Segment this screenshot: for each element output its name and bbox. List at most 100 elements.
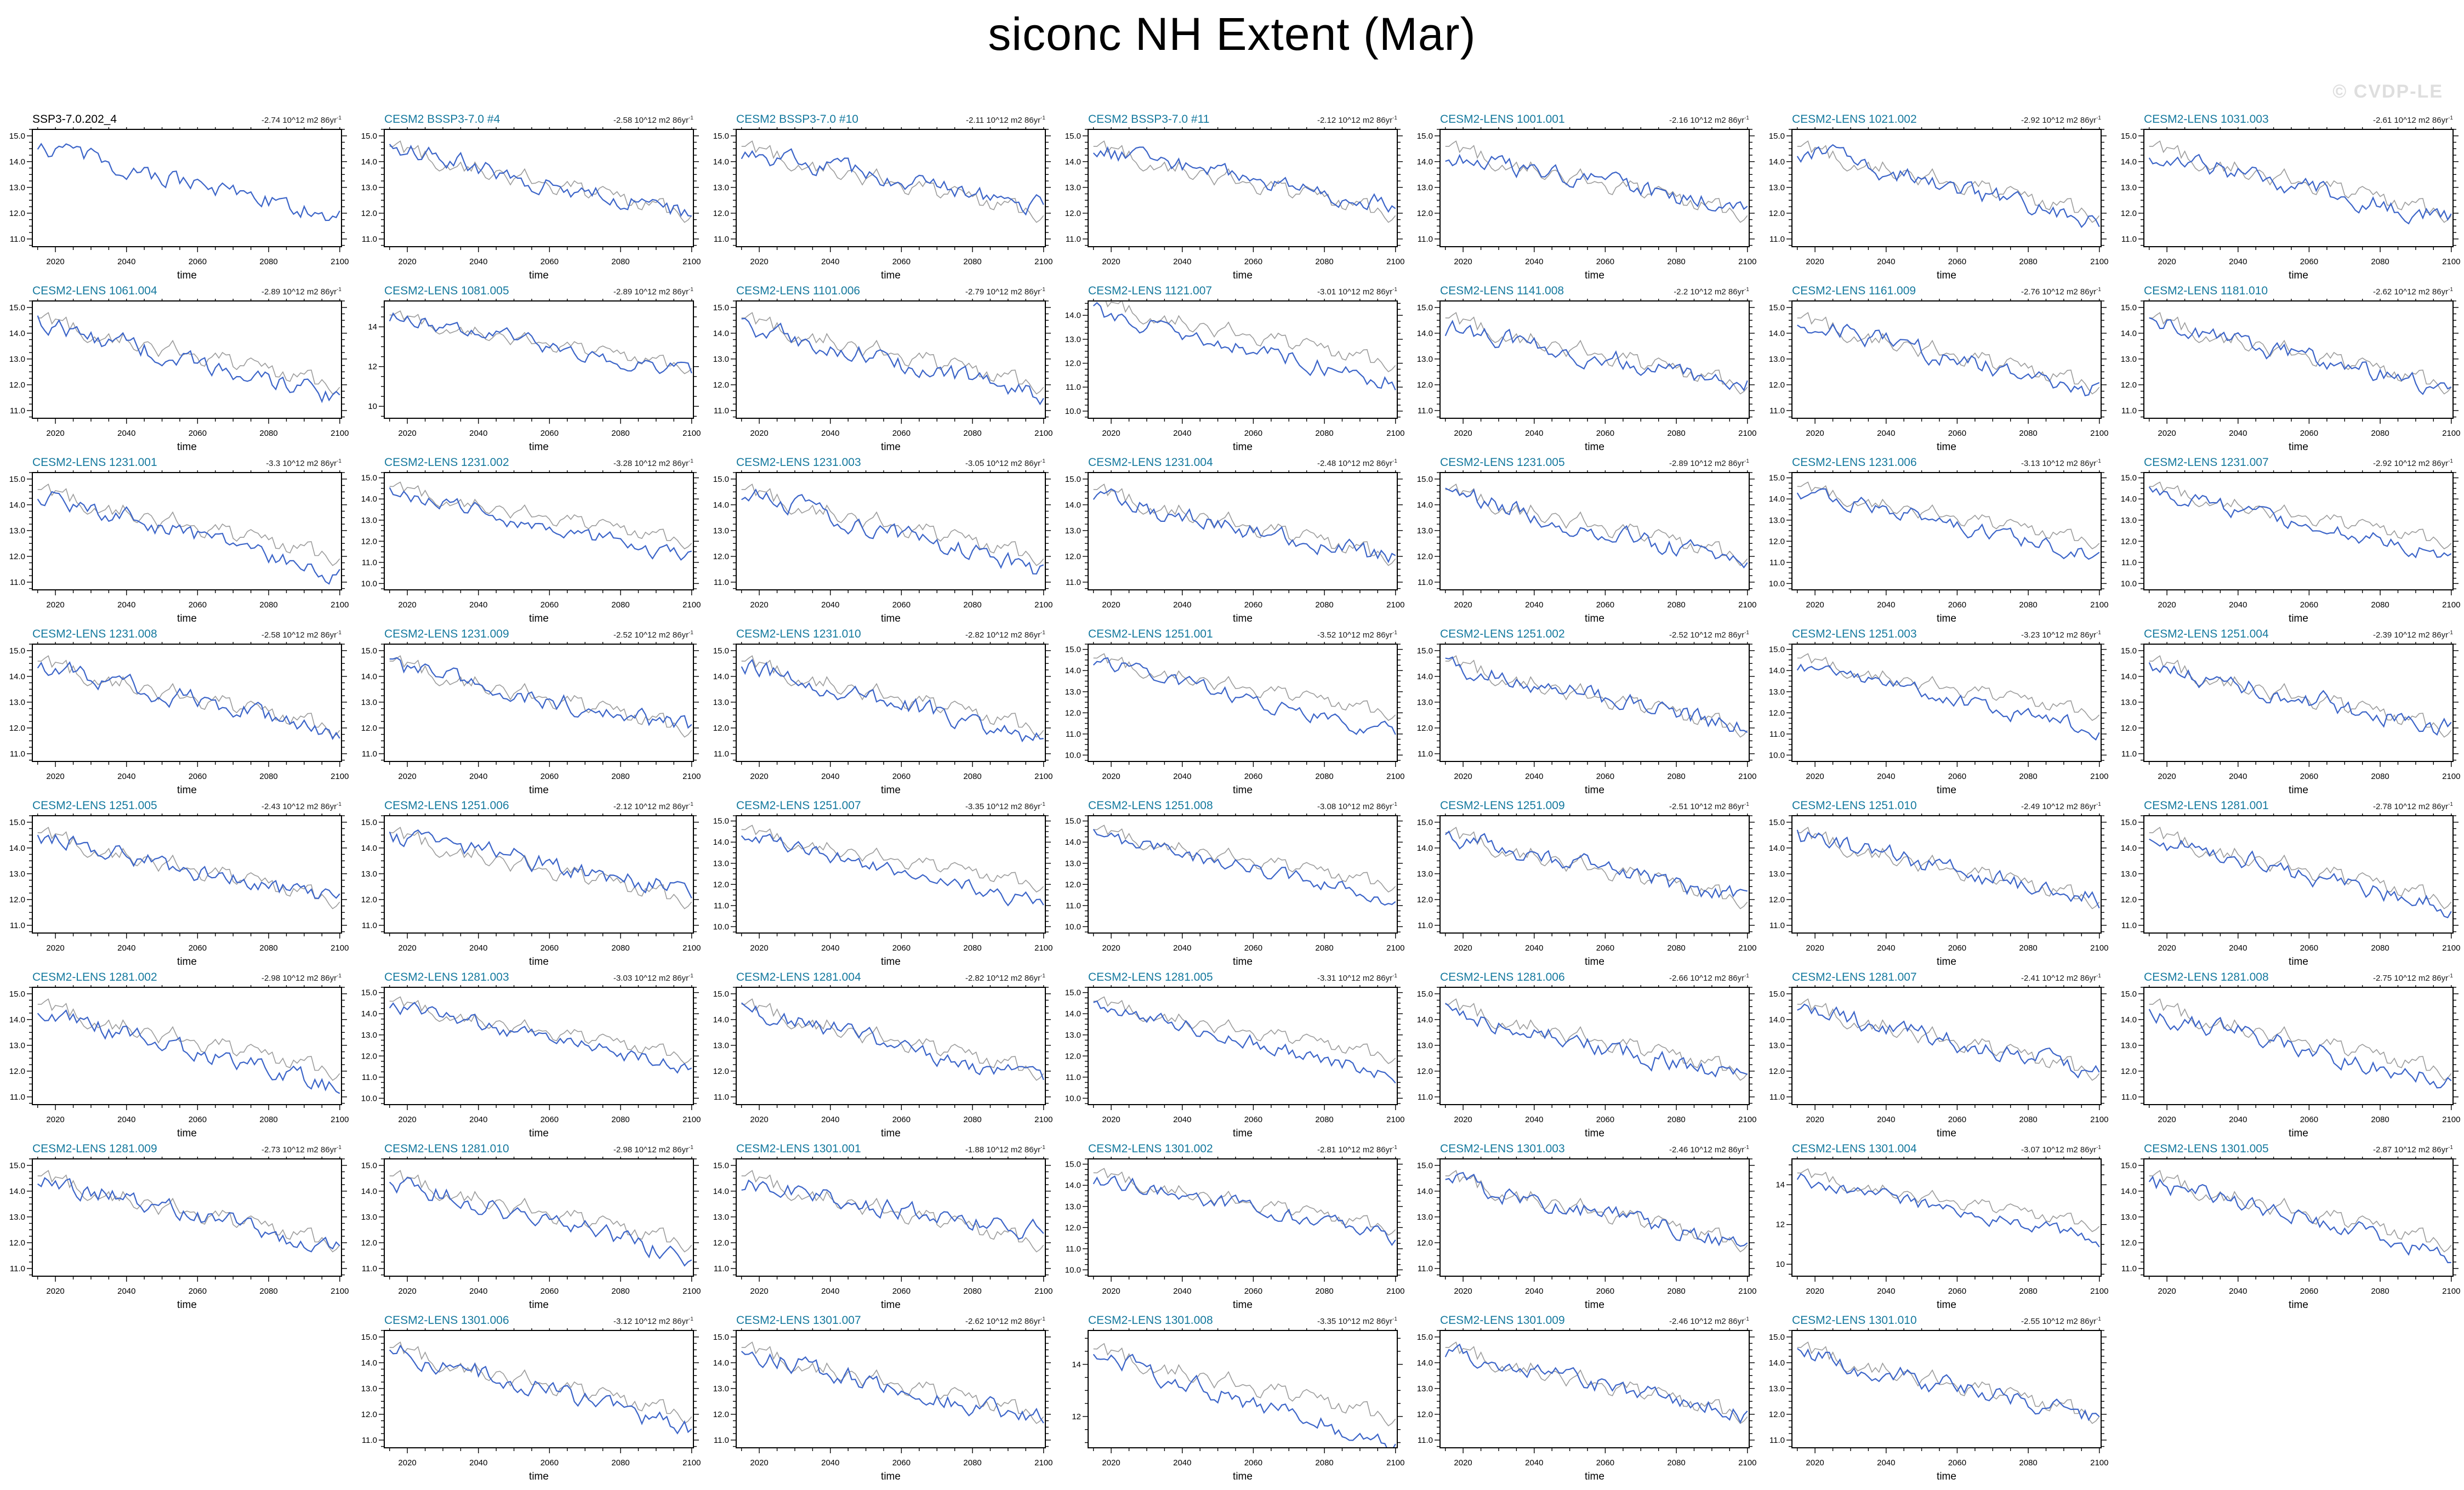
svg-text:2060: 2060 <box>2300 600 2318 610</box>
svg-text:2060: 2060 <box>1948 772 1966 781</box>
svg-text:13.0: 13.0 <box>713 698 729 707</box>
svg-text:2020: 2020 <box>2158 600 2176 610</box>
svg-text:15.0: 15.0 <box>713 475 729 484</box>
svg-text:12.0: 12.0 <box>713 1067 729 1076</box>
svg-text:2100: 2100 <box>1386 772 1404 781</box>
svg-text:14.0: 14.0 <box>1417 672 1433 681</box>
panel-plot: 2020 2040 2060 2080 2100 15.0 14.0 13.0 12.0 11.0… <box>1417 642 1756 795</box>
svg-text:time: time <box>1585 1299 1604 1310</box>
chart-panel-CESM2-LENS-1101-006: CESM2-LENS 1101.006 -2.79 10^12 m2 86yr-… <box>704 281 1056 453</box>
panel-plot: 2020 2040 2060 2080 2100 15.0 14.0 13.0 12.0 11.0… <box>1417 814 1756 967</box>
svg-text:2020: 2020 <box>2158 429 2176 438</box>
svg-text:2060: 2060 <box>540 600 559 610</box>
svg-text:2100: 2100 <box>1386 1458 1404 1468</box>
svg-text:2040: 2040 <box>469 1458 487 1468</box>
svg-text:13.0: 13.0 <box>9 355 25 364</box>
panel-plot: 2020 2040 2060 2080 2100 15.0 14.0 13.0 12.0 11.0… <box>2121 814 2460 967</box>
chart-panel-CESM2-LENS-1281-003: CESM2-LENS 1281.003 -3.03 10^12 m2 86yr-… <box>352 968 704 1139</box>
svg-text:2080: 2080 <box>1667 1115 1685 1124</box>
svg-text:2040: 2040 <box>821 1115 839 1124</box>
svg-text:2020: 2020 <box>398 257 416 266</box>
svg-text:2020: 2020 <box>750 1115 768 1124</box>
svg-text:2020: 2020 <box>2158 1287 2176 1296</box>
svg-text:15.0: 15.0 <box>9 303 25 312</box>
svg-text:2080: 2080 <box>1315 1458 1333 1468</box>
panel-title: CESM2-LENS 1251.003 <box>1792 628 1917 640</box>
svg-text:2020: 2020 <box>1454 429 1472 438</box>
trend-exponent: -1 <box>688 801 693 807</box>
svg-text:10.0: 10.0 <box>1769 579 1785 588</box>
panel-trend-value: -3.05 10^12 m2 86yr-1 <box>965 458 1045 468</box>
panel-title: CESM2-LENS 1231.001 <box>32 456 157 469</box>
svg-text:time: time <box>177 784 197 795</box>
chart-panel-CESM2-LENS-1301-008: CESM2-LENS 1301.008 -3.35 10^12 m2 86yr-… <box>1056 1311 1408 1482</box>
svg-text:2100: 2100 <box>1386 943 1404 953</box>
panel-title: CESM2-LENS 1281.003 <box>384 971 509 983</box>
svg-text:2040: 2040 <box>821 943 839 953</box>
svg-text:11.0: 11.0 <box>362 235 377 244</box>
svg-text:14.0: 14.0 <box>713 1187 729 1196</box>
trend-exponent: -1 <box>1392 1316 1397 1322</box>
chart-panel-CESM2-BSSP3-7-0-11: CESM2 BSSP3-7.0 #11 -2.12 10^12 m2 86yr-… <box>1056 110 1408 281</box>
svg-text:time: time <box>1937 1299 1956 1310</box>
svg-text:2020: 2020 <box>398 772 416 781</box>
svg-text:14.0: 14.0 <box>713 838 729 847</box>
svg-text:12.0: 12.0 <box>1769 380 1785 390</box>
panel-plot: 2020 2040 2060 2080 2100 15.0 14.0 13.0 12.0 11.0… <box>9 299 349 452</box>
svg-text:2040: 2040 <box>1525 1458 1543 1468</box>
svg-text:11.0: 11.0 <box>2121 235 2137 244</box>
svg-text:2060: 2060 <box>1596 257 1614 266</box>
svg-text:11.0: 11.0 <box>1769 921 1785 930</box>
panel-trend-value: -2.66 10^12 m2 86yr-1 <box>1669 973 1749 983</box>
svg-text:11.0: 11.0 <box>10 235 25 244</box>
svg-text:2100: 2100 <box>331 600 349 610</box>
panel-trend-value: -2.78 10^12 m2 86yr-1 <box>2372 801 2453 811</box>
svg-text:2080: 2080 <box>611 772 629 781</box>
svg-text:2060: 2060 <box>540 943 559 953</box>
panel-title: CESM2-LENS 1251.002 <box>1440 628 1565 640</box>
panel-header: CESM2-LENS 1031.003 -2.61 10^12 m2 86yr-… <box>2112 110 2464 127</box>
svg-text:2080: 2080 <box>259 1115 277 1124</box>
svg-text:15.0: 15.0 <box>1417 303 1433 312</box>
svg-text:2080: 2080 <box>1667 772 1685 781</box>
panel-trend-value: -2.61 10^12 m2 86yr-1 <box>2372 115 2453 125</box>
svg-text:2100: 2100 <box>682 1115 701 1124</box>
svg-text:2020: 2020 <box>2158 1115 2176 1124</box>
svg-text:14.0: 14.0 <box>1417 157 1433 167</box>
svg-text:14.0: 14.0 <box>713 1015 729 1025</box>
svg-text:2080: 2080 <box>611 1115 629 1124</box>
svg-text:2020: 2020 <box>1102 429 1120 438</box>
panel-trend-value: -2.52 10^12 m2 86yr-1 <box>1669 630 1749 640</box>
trend-exponent: -1 <box>2096 630 2101 636</box>
svg-text:11.0: 11.0 <box>2121 921 2137 930</box>
svg-text:2020: 2020 <box>750 600 768 610</box>
panel-plot: 2020 2040 2060 2080 2100 15.0 14.0 13.0 12.0 11.0… <box>9 814 349 967</box>
panel-header: CESM2-LENS 1301.008 -3.35 10^12 m2 86yr-… <box>1056 1311 1408 1328</box>
svg-text:14.0: 14.0 <box>1065 666 1081 675</box>
svg-text:2060: 2060 <box>892 1287 911 1296</box>
svg-text:time: time <box>1233 270 1253 281</box>
svg-text:2060: 2060 <box>1596 772 1614 781</box>
svg-text:2100: 2100 <box>1738 1458 1756 1468</box>
panel-plot: 2020 2040 2060 2080 2100 15.0 14.0 13.0 12.0 11.0… <box>2121 1157 2460 1310</box>
trend-exponent: -1 <box>337 1145 342 1151</box>
panel-title: CESM2-LENS 1231.003 <box>736 456 861 469</box>
svg-text:14.0: 14.0 <box>2121 672 2137 681</box>
svg-text:2060: 2060 <box>1244 1287 1262 1296</box>
chart-panel-CESM2-LENS-1301-001: CESM2-LENS 1301.001 -1.88 10^12 m2 86yr-… <box>704 1139 1056 1311</box>
svg-text:time: time <box>1585 1128 1604 1139</box>
trend-exponent: -1 <box>1040 1145 1045 1151</box>
panel-trend-value: -2.89 10^12 m2 86yr-1 <box>613 287 693 297</box>
panel-title: CESM2-LENS 1251.009 <box>1440 799 1565 812</box>
svg-text:2040: 2040 <box>117 600 135 610</box>
panel-trend-value: -2.82 10^12 m2 86yr-1 <box>965 973 1045 983</box>
svg-text:2040: 2040 <box>469 600 487 610</box>
svg-text:15.0: 15.0 <box>1769 132 1785 141</box>
svg-text:2100: 2100 <box>2442 1287 2460 1296</box>
panel-trend-value: -2.58 10^12 m2 86yr-1 <box>261 630 342 640</box>
svg-text:2100: 2100 <box>1034 257 1052 266</box>
svg-text:13.0: 13.0 <box>713 1384 729 1394</box>
svg-text:12.0: 12.0 <box>1417 1067 1433 1076</box>
svg-text:time: time <box>881 1299 901 1310</box>
svg-text:12.0: 12.0 <box>361 895 377 905</box>
